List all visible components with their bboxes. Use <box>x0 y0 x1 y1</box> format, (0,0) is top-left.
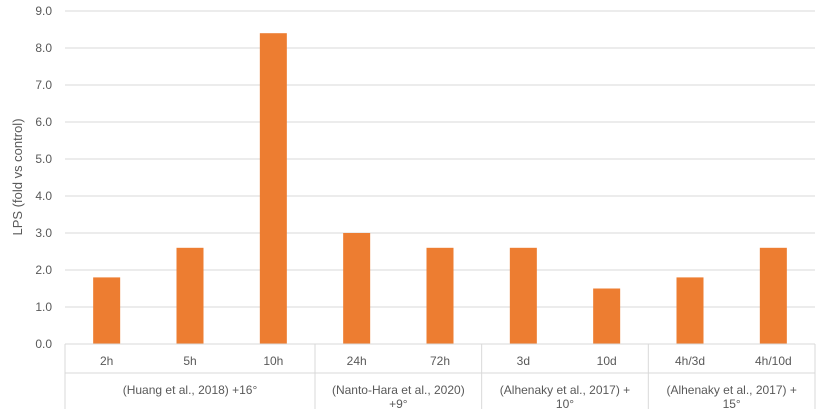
y-tick-label: 7.0 <box>35 78 52 92</box>
y-tick-label: 0.0 <box>35 337 52 351</box>
y-tick-label: 2.0 <box>35 263 52 277</box>
group-label-line: (Alhenaky et al., 2017) + <box>500 383 630 397</box>
group-labels: (Huang et al., 2018) +16° (Nanto-Hara et … <box>123 383 797 409</box>
group-label-line: (Huang et al., 2018) +16° <box>123 383 258 397</box>
bar <box>676 277 704 344</box>
bar <box>343 233 371 344</box>
group-label: (Huang et al., 2018) +16° <box>123 383 258 397</box>
category-label: 10h <box>263 354 283 368</box>
bar <box>426 247 454 344</box>
group-label-line: +9° <box>389 397 408 409</box>
bar <box>593 288 621 344</box>
category-label: 4h/10d <box>755 354 792 368</box>
bar <box>509 247 537 344</box>
y-axis-ticks: 0.0 1.0 2.0 3.0 4.0 5.0 6.0 7.0 8.0 9.0 <box>35 4 52 351</box>
group-label: (Alhenaky et al., 2017) +15° <box>666 383 796 409</box>
y-tick-label: 5.0 <box>35 152 52 166</box>
y-tick-label: 8.0 <box>35 41 52 55</box>
category-label: 10d <box>597 354 617 368</box>
category-label: 72h <box>430 354 450 368</box>
y-tick-label: 9.0 <box>35 4 52 18</box>
y-tick-label: 6.0 <box>35 115 52 129</box>
category-labels: 2h 5h 10h 24h 72h 3d 10d 4h/3d 4h/10d <box>100 354 792 368</box>
group-label: (Alhenaky et al., 2017) +10° <box>500 383 630 409</box>
bar <box>176 247 204 344</box>
y-axis-label: LPS (fold vs control) <box>10 118 25 235</box>
category-label: 3d <box>517 354 530 368</box>
group-label-line: (Alhenaky et al., 2017) + <box>666 383 796 397</box>
y-tick-label: 4.0 <box>35 189 52 203</box>
bar <box>759 247 787 344</box>
y-tick-label: 1.0 <box>35 300 52 314</box>
category-label: 24h <box>347 354 367 368</box>
y-tick-label: 3.0 <box>35 226 52 240</box>
group-label-line: 10° <box>556 397 574 409</box>
bar <box>93 277 121 344</box>
category-label: 2h <box>100 354 113 368</box>
group-label: (Nanto-Hara et al., 2020) +9° <box>332 383 465 409</box>
category-label: 4h/3d <box>675 354 705 368</box>
bar <box>259 33 287 344</box>
category-label: 5h <box>183 354 196 368</box>
group-label-line: 15° <box>723 397 741 409</box>
x-axis-table <box>64 343 816 409</box>
group-label-line: (Nanto-Hara et al., 2020) <box>332 383 465 397</box>
bars <box>93 33 787 344</box>
